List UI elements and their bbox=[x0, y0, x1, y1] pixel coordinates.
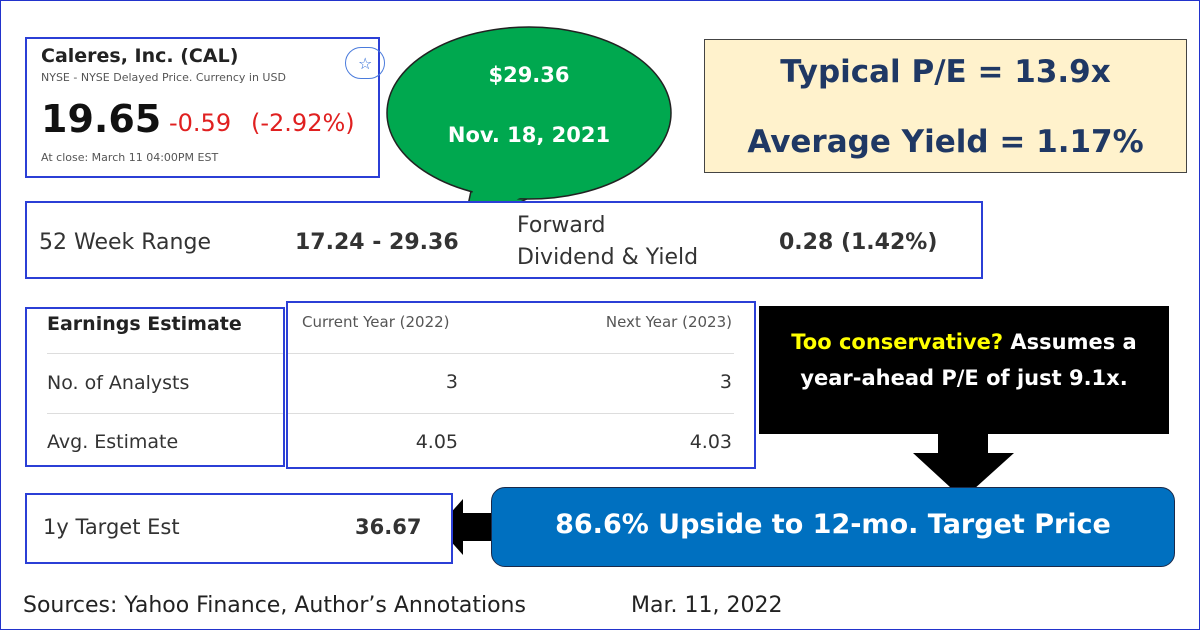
dividend-label: Dividend & Yield bbox=[517, 245, 699, 270]
target-value: 36.67 bbox=[355, 515, 422, 539]
arrow-down bbox=[913, 433, 1014, 499]
bubble bbox=[386, 26, 672, 200]
row-separator bbox=[47, 413, 283, 414]
valuation-box: Typical P/E = 13.9x Average Yield = 1.17… bbox=[704, 39, 1187, 173]
column-header: Next Year (2023) bbox=[605, 313, 732, 331]
quote-box: Caleres, Inc. (CAL) NYSE - NYSE Delayed … bbox=[25, 37, 385, 178]
footer-date: Mar. 11, 2022 bbox=[631, 593, 783, 618]
high-price: $29.36 bbox=[488, 63, 570, 87]
change-pct: (-2.92%) bbox=[251, 109, 355, 137]
high-date: Nov. 18, 2021 bbox=[447, 123, 611, 147]
close-time: At close: March 11 04:00PM EST bbox=[41, 151, 219, 164]
earnings-label-box: Earnings Estimate No. of Analysts Avg. E… bbox=[25, 307, 285, 467]
target-box: 1y Target Est 36.67 bbox=[25, 493, 453, 564]
upside-box: 86.6% Upside to 12-mo. Target Price bbox=[491, 487, 1175, 567]
row-label: Avg. Estimate bbox=[47, 431, 179, 453]
exchange: NYSE - NYSE Delayed Price. Currency in U… bbox=[41, 71, 286, 84]
typical-pe: Typical P/E = 13.9x bbox=[780, 54, 1111, 90]
cell: 4.05 bbox=[415, 431, 458, 453]
cell: 3 bbox=[445, 371, 458, 393]
row-separator bbox=[47, 353, 283, 354]
column-header: Current Year (2022) bbox=[302, 313, 450, 331]
range-label: 52 Week Range bbox=[39, 230, 211, 255]
row-separator bbox=[288, 413, 734, 414]
average-yield: Average Yield = 1.17% bbox=[747, 124, 1144, 160]
note-text: Assumes a year-ahead P/E of just 9.1x. bbox=[800, 330, 1137, 390]
cell: 4.03 bbox=[689, 431, 732, 453]
row-separator bbox=[288, 353, 734, 354]
earnings-data-box: Current Year (2022) Next Year (2023) 3 3… bbox=[286, 301, 756, 469]
watch-button[interactable]: ☆ bbox=[345, 47, 385, 79]
stats-box: 52 Week Range 17.24 - 29.36 Forward Divi… bbox=[25, 201, 983, 279]
note-box: Too conservative? Assumes a year-ahead P… bbox=[759, 306, 1169, 434]
price: 19.65 bbox=[41, 97, 162, 141]
cell: 3 bbox=[719, 371, 732, 393]
range-value: 17.24 - 29.36 bbox=[295, 230, 459, 255]
dividend-value: 0.28 (1.42%) bbox=[779, 230, 938, 255]
quote-name: Caleres, Inc. (CAL) bbox=[41, 45, 239, 67]
change: -0.59 bbox=[169, 109, 232, 137]
earnings-header: Earnings Estimate bbox=[47, 313, 242, 335]
note-highlight: Too conservative? bbox=[791, 330, 1004, 354]
target-label: 1y Target Est bbox=[43, 515, 180, 539]
sources: Sources: Yahoo Finance, Author’s Annotat… bbox=[23, 593, 526, 618]
dividend-label: Forward bbox=[517, 213, 606, 238]
row-label: No. of Analysts bbox=[47, 372, 190, 394]
